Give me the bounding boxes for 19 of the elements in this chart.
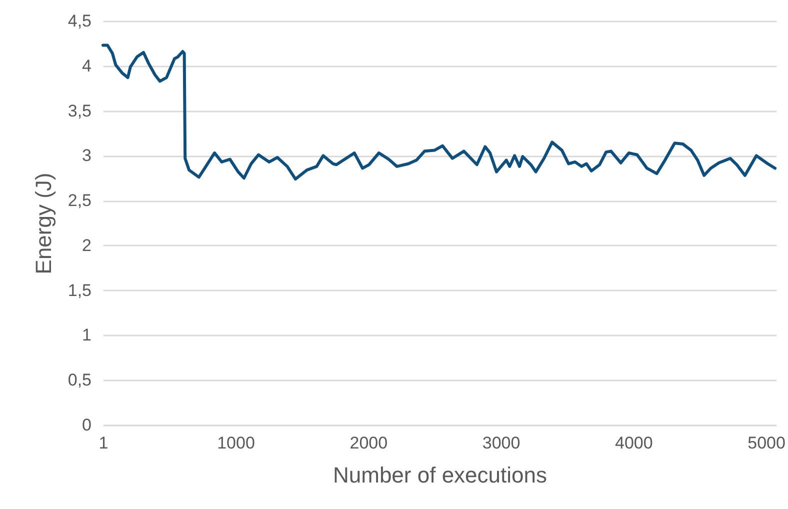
y-tick-label: 0: [82, 416, 92, 434]
x-tick-label: 4000: [615, 434, 653, 452]
y-tick-label: 4: [82, 56, 92, 76]
x-tick-label: 2000: [350, 434, 388, 452]
x-axis-title: Number of executions: [333, 462, 547, 488]
y-tick-label: 3,5: [68, 101, 92, 120]
x-tick-label: 1: [98, 434, 108, 452]
y-tick-label: 4,5: [68, 12, 92, 30]
y-tick-label: 2,5: [68, 191, 92, 210]
y-tick-label: 2: [82, 236, 92, 255]
y-axis-title: Energy (J): [30, 172, 56, 274]
x-tick-label: 5000: [748, 434, 786, 452]
x-tick-label: 3000: [482, 434, 520, 452]
x-tick-label: 1000: [217, 434, 255, 452]
y-tick-label: 0,5: [68, 370, 92, 390]
y-tick-label: 1: [82, 326, 92, 345]
y-tick-label: 1,5: [68, 280, 92, 300]
line-series: [102, 44, 777, 181]
y-tick-label: 3: [82, 146, 92, 166]
